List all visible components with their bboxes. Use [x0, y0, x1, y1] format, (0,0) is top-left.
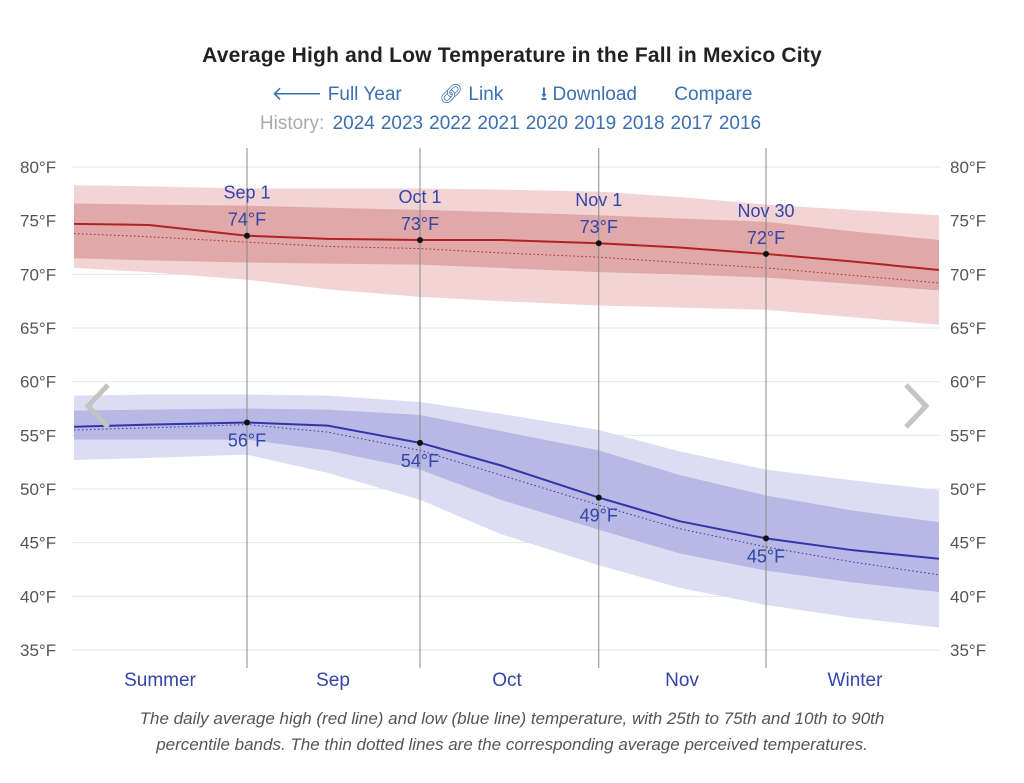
high-band-25-75: [74, 203, 939, 291]
caption-line: percentile bands. The thin dotted lines …: [156, 735, 868, 754]
marker-high-label: 73°F: [580, 217, 618, 237]
low-marker-dot: [595, 494, 602, 501]
compare-link[interactable]: Compare: [674, 84, 753, 105]
y-tick-left: 35°F: [20, 641, 56, 660]
y-tick-left: 50°F: [20, 480, 56, 499]
history-year[interactable]: 2020: [525, 113, 568, 134]
y-tick-right: 75°F: [950, 212, 986, 231]
history-year[interactable]: 2018: [622, 113, 665, 134]
caption-line: The daily average high (red line) and lo…: [139, 709, 885, 728]
season-label: Sep: [316, 670, 350, 691]
history-year[interactable]: 2024: [332, 113, 375, 134]
y-tick-right: 45°F: [950, 534, 986, 553]
low-marker-dot: [763, 535, 769, 542]
chart-caption: The daily average high (red line) and lo…: [0, 706, 1024, 758]
history-label: History:: [259, 113, 325, 134]
marker-low-label: 56°F: [228, 430, 266, 450]
high-marker-dot: [417, 236, 423, 243]
y-tick-right: 60°F: [950, 373, 986, 392]
marker-low-label: 45°F: [747, 546, 785, 566]
season-label: Nov: [665, 670, 699, 691]
y-tick-left: 55°F: [20, 426, 56, 445]
link-button[interactable]: 🔗︎ Link: [439, 84, 504, 105]
history-year[interactable]: 2022: [429, 113, 472, 134]
full-year-link[interactable]: 🡐 Full Year: [271, 84, 402, 105]
marker-date-label: Nov 30: [737, 201, 794, 221]
marker-date-label: Oct 1: [398, 187, 441, 207]
download-button[interactable]: ⭳ Download: [540, 84, 637, 105]
low-mean-line: [73, 421, 940, 560]
y-tick-left: 80°F: [20, 158, 56, 177]
marker-date-label: Sep 1: [223, 183, 270, 203]
marker-date-label: Nov 1: [575, 190, 622, 210]
high-marker-dot: [763, 250, 769, 257]
y-tick-right: 65°F: [950, 319, 986, 338]
low-marker-dot: [417, 439, 423, 446]
marker-high-label: 74°F: [228, 210, 266, 230]
high-marker-dot: [244, 232, 250, 239]
toolbar: 🡐 Full Year 🔗︎ Link ⭳ Download Compare: [0, 80, 1024, 112]
season-label: Summer: [124, 670, 196, 691]
y-tick-right: 80°F: [950, 158, 986, 177]
y-tick-left: 60°F: [20, 373, 56, 392]
low-band-25-75: [74, 408, 939, 593]
low-marker-dot: [244, 419, 250, 426]
history-year[interactable]: 2021: [477, 113, 520, 134]
low-perceived-line: [73, 424, 940, 576]
y-tick-right: 50°F: [950, 480, 986, 499]
low-band-10-90: [74, 394, 939, 628]
history-year[interactable]: 2019: [573, 113, 617, 134]
history-bar: History: 2024 2023 2022 2021 2020 2019 2018 201…: [0, 113, 1024, 135]
marker-high-label: 72°F: [747, 228, 785, 248]
history-year[interactable]: 2017: [670, 113, 713, 134]
chevron-left-icon[interactable]: [84, 383, 110, 429]
history-year[interactable]: 2016: [718, 113, 762, 134]
high-marker-dot: [595, 240, 602, 247]
y-tick-left: 45°F: [20, 534, 56, 553]
link-icon: 🔗︎: [439, 84, 469, 105]
season-label: Winter: [828, 670, 884, 691]
y-tick-right: 55°F: [950, 426, 986, 445]
y-tick-right: 35°F: [950, 641, 986, 660]
temperature-chart: 80°F 80°F 75°F 75°F 70°F 70°F 65°F 65°F 60°F 60°F…: [20, 148, 986, 691]
history-year[interactable]: 2023: [380, 113, 424, 134]
y-tick-right: 40°F: [950, 587, 986, 606]
season-label: Oct: [492, 670, 522, 691]
arrow-left-icon: 🡐: [271, 84, 328, 105]
y-tick-left: 65°F: [20, 319, 56, 338]
high-perceived-line: [73, 233, 940, 284]
marker-low-label: 49°F: [580, 506, 618, 526]
marker-high-label: 73°F: [401, 214, 439, 234]
y-tick-left: 75°F: [20, 212, 56, 231]
y-tick-right: 70°F: [950, 265, 986, 284]
marker-low-label: 54°F: [401, 451, 439, 471]
y-tick-left: 40°F: [20, 587, 56, 606]
chevron-right-icon[interactable]: [904, 383, 930, 429]
chart-title: Average High and Low Temperature in the …: [202, 44, 822, 67]
high-mean-line: [73, 222, 940, 272]
download-icon: ⭳: [540, 84, 553, 105]
y-tick-left: 70°F: [20, 265, 56, 284]
